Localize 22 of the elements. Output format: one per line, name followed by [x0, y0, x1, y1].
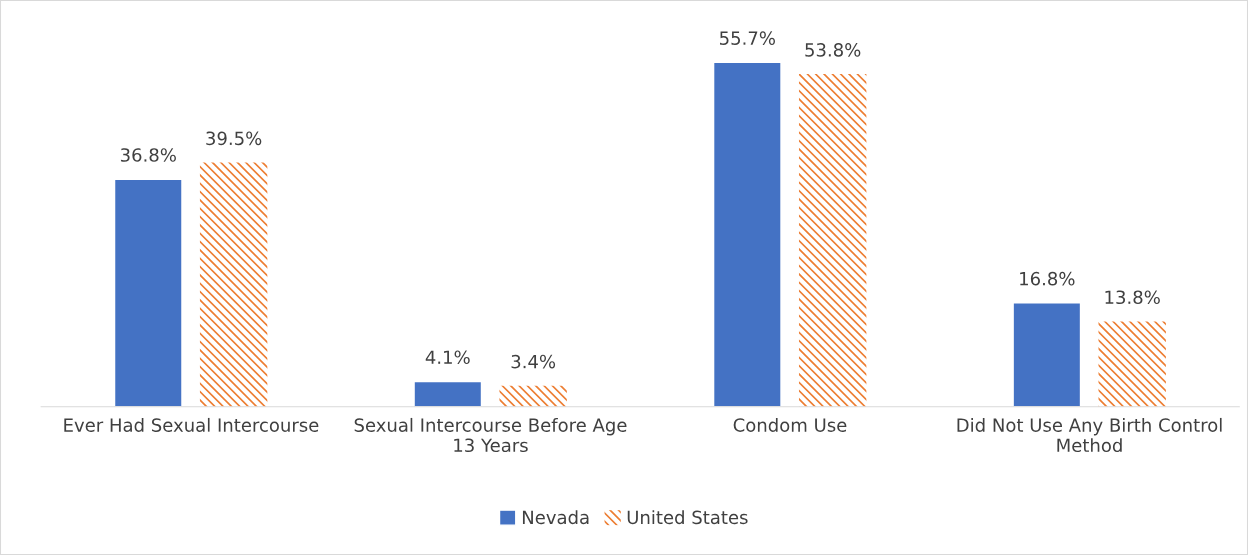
bar [1012, 302, 1082, 407]
x-tick-label: Ever Had Sexual Intercourse [64, 417, 319, 432]
data-label: 13.8% [1105, 290, 1160, 305]
data-label: 55.7% [720, 31, 775, 45]
data-label: 4.1% [425, 350, 470, 365]
x-tick-label: Did Not Use Any Birth Control Method [957, 417, 1222, 453]
x-tick-label: Condom Use [733, 417, 847, 432]
bar [1098, 321, 1166, 407]
legend-label: Nevada [522, 510, 589, 525]
data-label: 53.8% [805, 43, 861, 57]
bar [712, 61, 782, 407]
bar [113, 178, 183, 407]
data-label: 36.8% [120, 148, 176, 162]
data-label: 39.5% [206, 131, 262, 146]
bar [413, 380, 483, 407]
bar [798, 74, 867, 407]
bar [499, 385, 567, 407]
bar [199, 162, 268, 407]
data-label: 16.8% [1020, 271, 1075, 286]
legend-label: United States [627, 510, 748, 525]
data-label: 3.4% [511, 354, 556, 369]
x-tick-label: Sexual Intercourse Before Age 13 Years [354, 417, 627, 453]
